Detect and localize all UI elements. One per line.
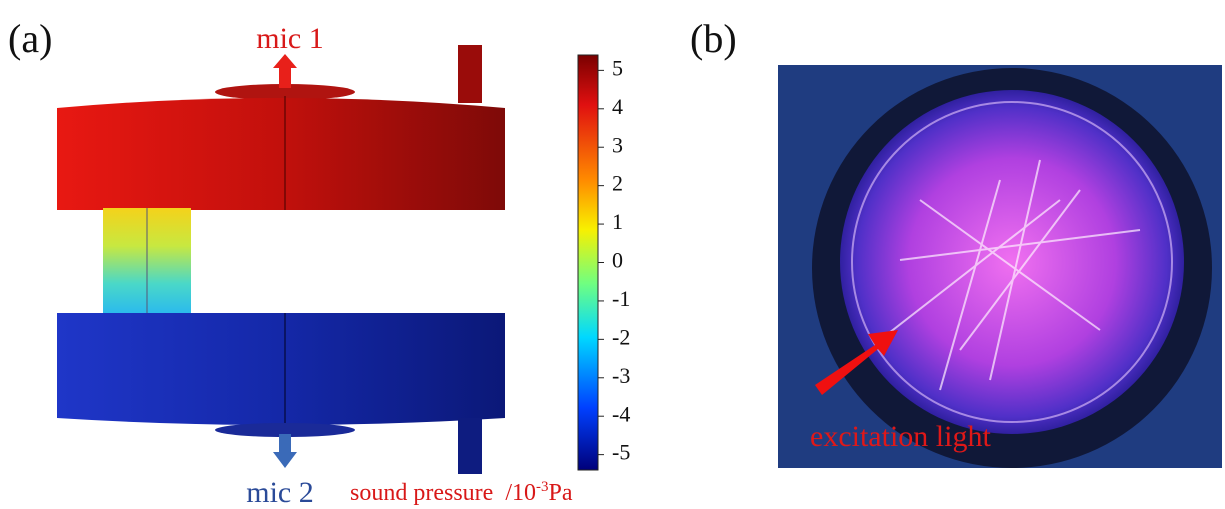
colorbar-tick-label: 5 — [612, 55, 623, 80]
arrow — [273, 434, 297, 468]
colorbar-tick-label: -1 — [612, 286, 630, 311]
colorbar-tick-label: -2 — [612, 324, 630, 349]
arrow — [815, 330, 898, 395]
colorbar — [577, 54, 599, 471]
colorbar-tick-label: 4 — [612, 94, 623, 119]
unit: /10 — [505, 480, 536, 506]
colorbar-title-text: sound pressure — [350, 480, 493, 506]
colorbar-tick-label: 2 — [612, 171, 623, 196]
pipe — [458, 418, 482, 474]
panel-label: (a) — [8, 16, 52, 61]
bottom-disk — [57, 313, 505, 425]
annotation: excitation light — [810, 420, 991, 453]
unit: Pa — [548, 480, 572, 506]
colorbar-tick-label: 3 — [612, 132, 623, 157]
colorbar-tick-label: -5 — [612, 440, 630, 465]
annotation: mic 1 — [256, 22, 324, 55]
colorbar-title: sound pressure/10-3Pa — [350, 479, 573, 506]
cap — [215, 423, 355, 437]
colorbar-tick-label: 1 — [612, 209, 623, 234]
arrow — [273, 54, 297, 88]
unit-exponent: -3 — [536, 479, 549, 495]
colorbar-tick-label: -4 — [612, 401, 630, 426]
cap — [215, 84, 355, 100]
panel-label: (b) — [690, 16, 737, 61]
top-disk — [57, 98, 505, 210]
colorbar-tick-label: 0 — [612, 248, 623, 273]
annotation: mic 2 — [246, 476, 314, 509]
pipe — [458, 45, 482, 103]
colorbar-tick-label: -3 — [612, 363, 630, 388]
dish — [840, 90, 1184, 434]
